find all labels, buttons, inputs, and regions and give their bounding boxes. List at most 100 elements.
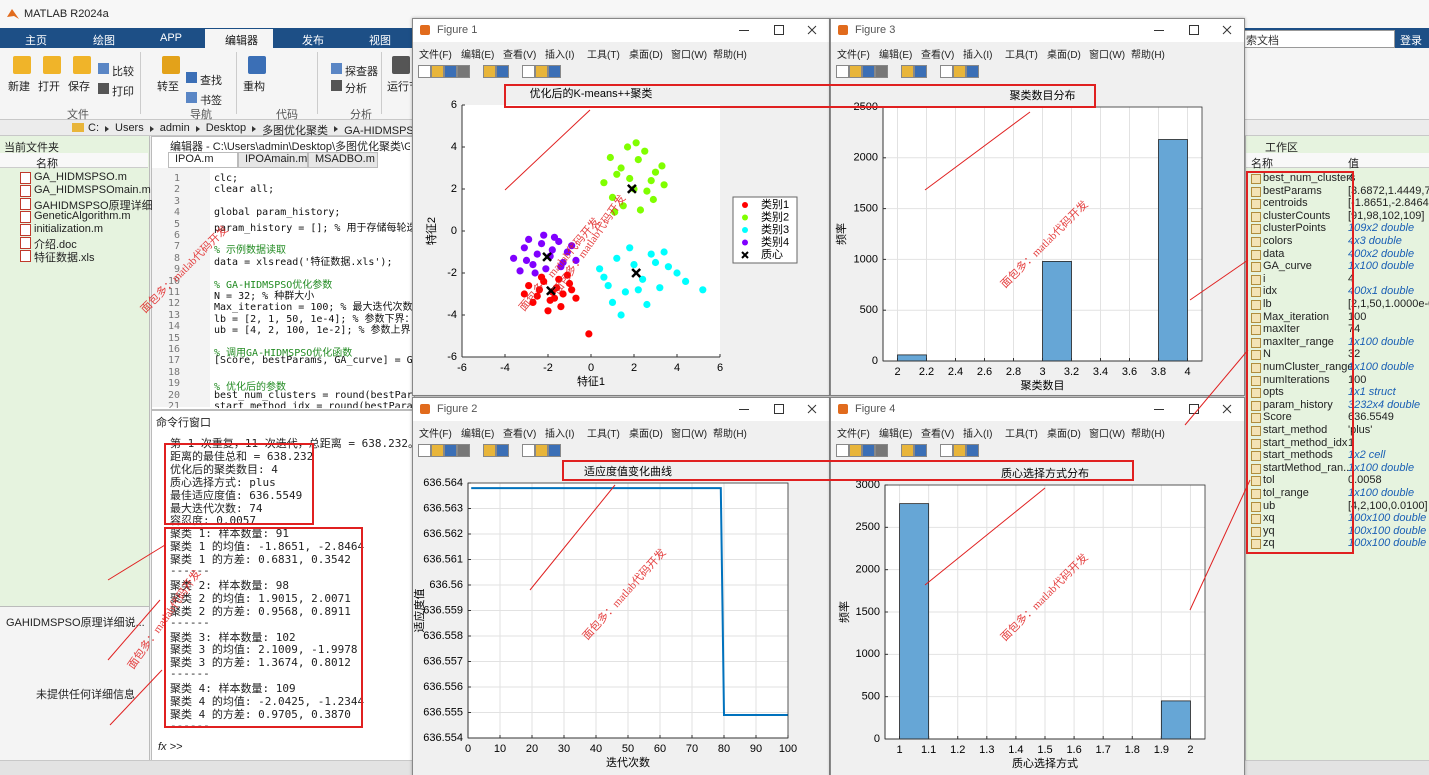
menu-item[interactable]: 编辑(E) (461, 50, 495, 61)
menu-item[interactable]: 桌面(D) (1047, 50, 1081, 61)
menu-item[interactable]: 工具(T) (587, 429, 620, 440)
menu-item[interactable]: 桌面(D) (1047, 429, 1081, 440)
ribbon-button[interactable]: 保存 (68, 81, 90, 93)
ribbon-button[interactable]: 书签 (200, 95, 222, 107)
menu-item[interactable]: 帮助(H) (713, 429, 747, 440)
variable-name[interactable]: param_history (1263, 398, 1333, 411)
variable-name[interactable]: start_methods (1263, 449, 1333, 462)
variable-name[interactable]: start_method_idx (1263, 436, 1348, 449)
menu-item[interactable]: 窗口(W) (671, 429, 708, 440)
close-button[interactable] (1222, 404, 1232, 414)
menu-item[interactable]: 插入(I) (545, 50, 575, 61)
path-segment[interactable]: Users (115, 122, 144, 134)
menu-item[interactable]: 帮助(H) (1131, 429, 1165, 440)
variable-name[interactable]: idx (1263, 285, 1278, 298)
variable-name[interactable]: best_num_clusters (1263, 172, 1356, 184)
close-button[interactable] (807, 25, 817, 35)
variable-name[interactable]: Score (1263, 411, 1292, 424)
variable-name[interactable]: data (1263, 247, 1285, 260)
menu-item[interactable]: 帮助(H) (713, 50, 747, 61)
file-item[interactable]: 介绍.doc (34, 239, 77, 251)
file-item[interactable]: GA_HIDMSPSOmain.m (34, 184, 151, 196)
editor-tab[interactable]: IPOAmain.m (245, 153, 308, 165)
variable-name[interactable]: numIterations (1263, 373, 1330, 386)
file-item[interactable]: GeneticAlgorithm.m (34, 210, 131, 222)
variable-name[interactable]: opts (1263, 386, 1284, 399)
menu-item[interactable]: 工具(T) (1005, 50, 1038, 61)
menu-item[interactable]: 窗口(W) (1089, 50, 1126, 61)
variable-name[interactable]: numCluster_range (1263, 361, 1354, 373)
menu-item[interactable]: 文件(F) (837, 429, 870, 440)
menu-item[interactable]: 查看(V) (503, 429, 537, 440)
variable-name[interactable]: tol_range (1263, 487, 1309, 499)
ribbon-button[interactable]: 分析 (345, 83, 367, 95)
variable-name[interactable]: ub (1263, 499, 1276, 512)
ribbon-tab[interactable]: 主页 (25, 35, 47, 47)
menu-item[interactable]: 文件(F) (419, 429, 452, 440)
ribbon-tab[interactable]: 绘图 (93, 35, 115, 47)
menu-item[interactable]: 插入(I) (963, 429, 993, 440)
menu-item[interactable]: 插入(I) (963, 50, 993, 61)
variable-name[interactable]: lb (1263, 298, 1272, 310)
path-segment[interactable]: 多图优化聚类 (262, 125, 329, 137)
variable-name[interactable]: Max_iteration (1263, 310, 1330, 323)
file-item[interactable]: initialization.m (34, 223, 104, 235)
file-item[interactable]: GAHIDMSPSO原理详细说... (34, 200, 173, 212)
ribbon-button[interactable]: 探查器 (345, 66, 378, 78)
variable-name[interactable]: start_method (1263, 424, 1328, 436)
menu-item[interactable]: 文件(F) (419, 50, 452, 61)
menu-item[interactable]: 编辑(E) (461, 429, 495, 440)
variable-name[interactable]: yq (1263, 524, 1275, 537)
path-segment[interactable]: C: (88, 122, 99, 134)
close-button[interactable] (807, 404, 817, 414)
editor-tab[interactable]: MSADBO.m (315, 153, 375, 165)
ribbon-button[interactable]: 比较 (112, 66, 134, 78)
ribbon-tab[interactable]: 编辑器 (225, 35, 258, 47)
file-item[interactable]: GA_HIDMSPSO.m (34, 171, 127, 183)
path-segment[interactable]: admin (159, 122, 190, 134)
menu-item[interactable]: 编辑(E) (879, 50, 913, 61)
menu-item[interactable]: 工具(T) (1005, 429, 1038, 440)
variable-name[interactable]: colors (1263, 235, 1293, 247)
ribbon-tab[interactable]: 视图 (369, 35, 391, 47)
menu-item[interactable]: 查看(V) (921, 429, 955, 440)
menu-item[interactable]: 帮助(H) (1131, 50, 1165, 61)
variable-name[interactable]: clusterCounts (1263, 209, 1331, 222)
variable-name[interactable]: maxIter_range (1263, 335, 1334, 348)
variable-name[interactable]: zq (1263, 537, 1275, 550)
close-button[interactable] (1222, 25, 1232, 35)
ribbon-tab[interactable]: APP (160, 32, 183, 44)
variable-name[interactable]: tol (1263, 474, 1275, 487)
menu-item[interactable]: 文件(F) (837, 50, 870, 61)
menu-item[interactable]: 桌面(D) (629, 429, 663, 440)
variable-name[interactable]: clusterPoints (1263, 222, 1326, 235)
ribbon-tab[interactable]: 发布 (302, 35, 324, 47)
ribbon-button[interactable]: 运行节 (387, 81, 420, 93)
variable-name[interactable]: i (1263, 272, 1266, 285)
menu-item[interactable]: 查看(V) (921, 50, 955, 61)
menu-item[interactable]: 查看(V) (503, 50, 537, 61)
menu-item[interactable]: 插入(I) (545, 429, 575, 440)
variable-name[interactable]: centroids (1263, 197, 1308, 210)
variable-name[interactable]: startMethod_ran... (1263, 461, 1353, 474)
menu-item[interactable]: 窗口(W) (671, 50, 708, 61)
file-item[interactable]: 特征数据.xls (34, 252, 95, 264)
ribbon-button[interactable]: 打开 (38, 81, 60, 93)
ribbon-button[interactable]: 新建 (8, 81, 30, 93)
variable-name[interactable]: xq (1263, 512, 1275, 525)
menu-item[interactable]: 编辑(E) (879, 429, 913, 440)
menu-item[interactable]: 窗口(W) (1089, 429, 1126, 440)
ribbon-button[interactable]: 重构 (243, 81, 265, 93)
variable-name[interactable]: bestParams (1263, 184, 1322, 197)
menu-item[interactable]: 桌面(D) (629, 50, 663, 61)
variable-name[interactable]: GA_curve (1263, 260, 1312, 273)
ribbon-button[interactable]: 打印 (112, 86, 134, 98)
variable-name[interactable]: maxIter (1263, 323, 1300, 336)
login-button[interactable]: 登录 (1400, 35, 1422, 47)
ribbon-button[interactable]: 转至 (157, 81, 179, 93)
editor-tab[interactable]: IPOA.m (175, 153, 214, 165)
ribbon-button[interactable]: 查找 (200, 75, 222, 87)
path-segment[interactable]: Desktop (205, 122, 247, 134)
variable-name[interactable]: N (1263, 348, 1271, 361)
menu-item[interactable]: 工具(T) (587, 50, 620, 61)
